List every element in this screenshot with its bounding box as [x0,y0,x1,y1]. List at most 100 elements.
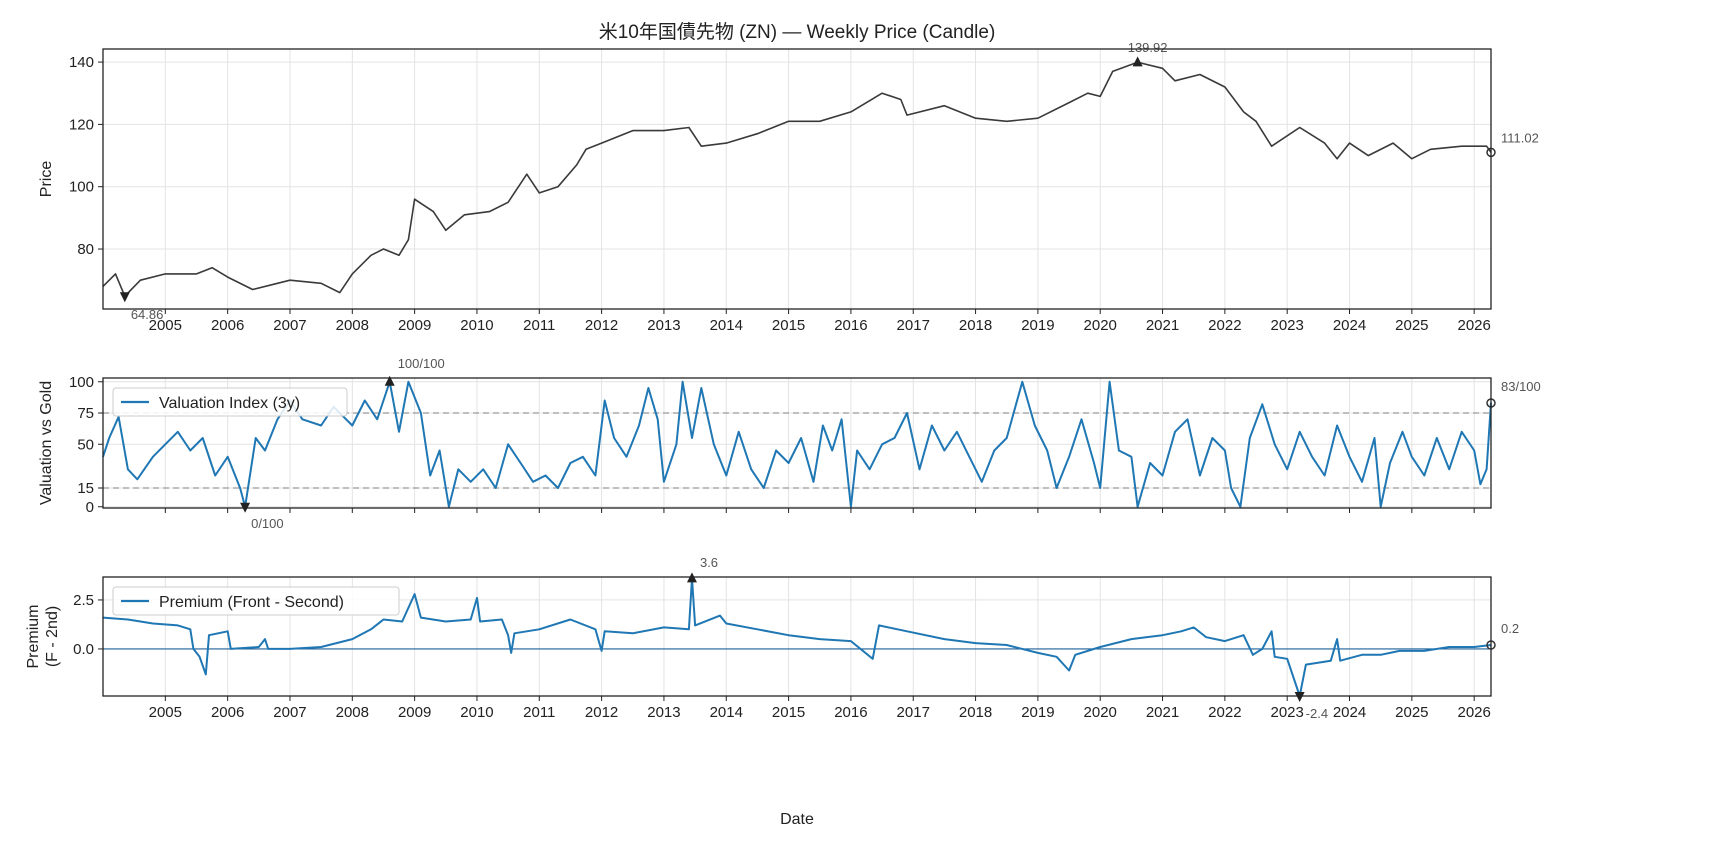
max-annotation: 100/100 [398,356,445,371]
data-point [850,506,852,508]
data-point [398,254,400,256]
data-point [906,630,908,632]
y-tick-label: 100 [69,374,94,391]
y-tick-label: 75 [77,405,94,422]
data-point [881,92,883,94]
legend-label: Valuation Index (3y) [159,395,300,412]
data-point [691,437,693,439]
data-point [1348,142,1351,144]
data-point [513,632,515,634]
data-point [1193,626,1195,628]
data-point [1286,658,1288,660]
data-point [1461,431,1463,433]
data-point [152,456,154,458]
data-point [856,449,858,452]
data-point [1411,158,1413,160]
plot-frame [102,576,1492,697]
data-point [414,198,416,200]
data-point [1174,431,1176,433]
data-point [601,650,603,652]
data-point [713,443,715,445]
data-point [1118,449,1120,452]
data-point [1068,101,1070,104]
plot-frame [102,48,1492,310]
data-point [177,624,179,627]
data-point [376,418,378,420]
data-point [448,506,450,508]
data-point [1380,654,1382,656]
data-point [869,468,871,470]
y-tick-label: 15 [77,480,94,497]
min-marker [119,292,130,303]
x-tick-label: 2023 [1271,704,1304,721]
x-tick-label: 2012 [585,704,618,721]
x-tick-label: 2016 [834,704,867,721]
data-point [192,648,194,650]
data-point [544,474,547,477]
data-point [1224,640,1226,642]
data-point [1486,145,1488,147]
min-annotation: 0/100 [251,516,284,531]
data-point [501,618,503,621]
data-point [1087,92,1089,94]
max-annotation: 3.6 [700,555,718,570]
data-point [872,658,874,660]
plot-frame [102,377,1492,509]
data-point [1161,634,1164,636]
data-point [264,449,266,452]
data-point [1074,654,1076,656]
data-point [663,130,665,132]
data-point [407,381,409,383]
data-point [893,437,896,439]
data-point [351,638,353,640]
x-tick-label: 2016 [834,317,867,334]
data-point [943,105,946,107]
data-point [320,646,322,648]
x-tick-label: 2022 [1208,704,1241,721]
data-point [214,474,216,477]
data-point [594,628,596,630]
y-axis-label-line: Premium [25,604,42,668]
data-point [420,412,422,414]
max-marker [1132,56,1143,67]
data-point [189,449,191,452]
data-point [479,620,481,623]
data-point [1336,158,1338,160]
data-point [1323,142,1326,144]
data-point [276,282,279,284]
x-tick-label: 2021 [1146,317,1179,334]
data-point [251,288,254,291]
data-point [320,424,322,427]
data-point [370,628,372,630]
data-point [625,456,628,458]
data-point [557,186,559,188]
x-tick-label: 2022 [1208,317,1241,334]
data-point [1392,142,1394,144]
data-point [993,449,995,452]
y-tick-label: 50 [77,436,94,453]
x-tick-label: 2009 [398,317,431,334]
data-point [164,273,166,275]
data-point [725,142,727,144]
x-tick-label: 2017 [897,317,930,334]
data-point [812,481,815,483]
data-point [1037,652,1039,654]
data-point [1339,660,1341,662]
data-point [1230,487,1232,489]
data-point [878,624,880,627]
data-point [1006,120,1008,122]
data-point [152,622,154,625]
data-point [719,615,721,617]
data-point [382,248,385,250]
data-point [943,638,946,640]
data-point [1093,462,1095,464]
data-point [1448,646,1450,648]
data-point [1242,111,1245,113]
data-point [1046,449,1048,452]
legend-box [112,586,400,616]
data-point [351,273,353,275]
x-tick-label: 2020 [1084,704,1117,721]
data-point [1373,437,1376,439]
data-point [1361,654,1363,656]
data-point [569,618,572,621]
